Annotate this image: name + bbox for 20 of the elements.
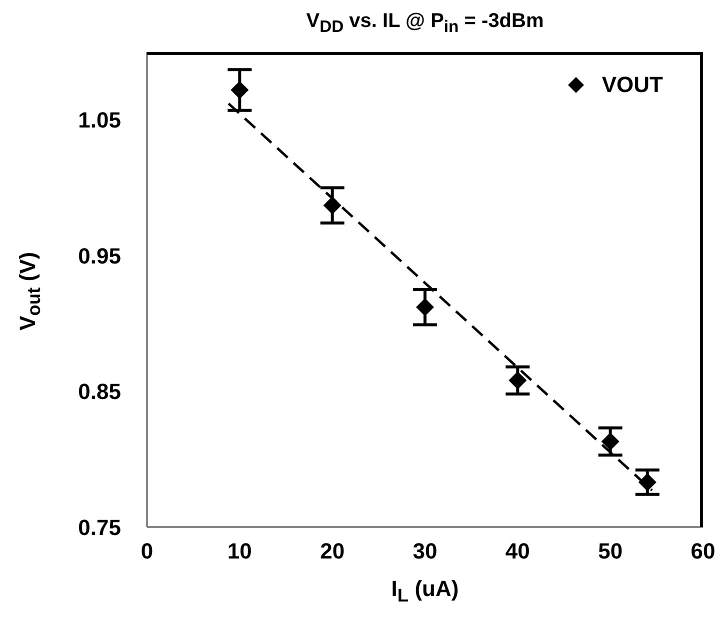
y-tick-label: 0.95 — [78, 243, 121, 268]
x-axis-title: I$_{L}$ (uA) — [390, 576, 460, 606]
x-tick-label: 20 — [320, 538, 345, 564]
point — [601, 432, 620, 450]
point — [230, 81, 249, 99]
legend-label: VOUT — [602, 72, 663, 98]
chart-title: V$_{DD}$ vs. IL @ P$_{in}$ = -3dBm — [305, 10, 545, 37]
point — [416, 298, 434, 316]
y-tick-label: 0.85 — [78, 379, 121, 404]
y-tick-label: 1.05 — [78, 108, 121, 133]
x-tick-label: 40 — [505, 538, 530, 564]
point — [323, 196, 342, 214]
x-tick-label: 60 — [690, 538, 716, 564]
point — [508, 371, 527, 390]
y-tick-label: 0.75 — [78, 514, 121, 540]
x-tick-label: 10 — [227, 538, 252, 564]
x-tick-label: 30 — [412, 538, 438, 564]
point — [638, 473, 656, 492]
x-tick-label: 50 — [598, 538, 623, 564]
x-tick-label: 0 — [140, 538, 154, 564]
